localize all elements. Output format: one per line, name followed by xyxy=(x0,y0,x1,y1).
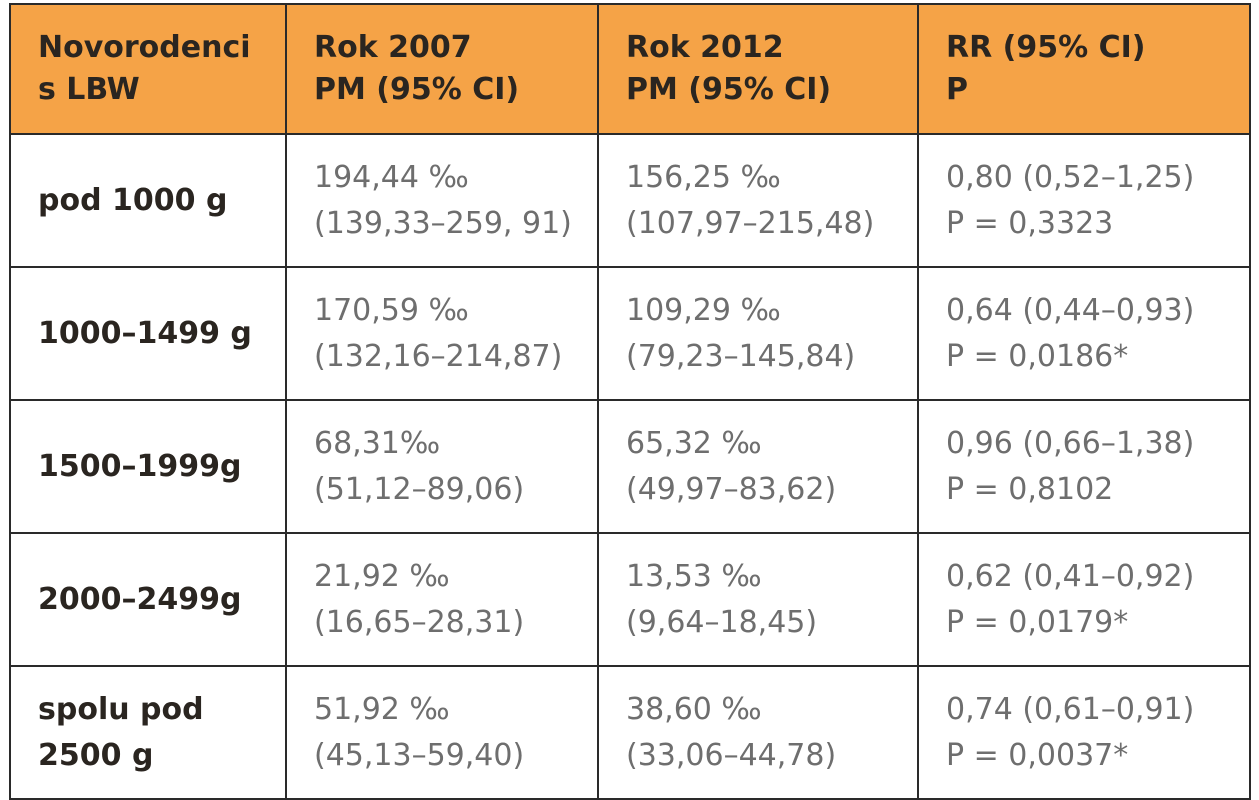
header-text: PM (95% CI) xyxy=(314,72,520,107)
row-label: 1000–1499 g xyxy=(38,315,252,351)
ci-value: (49,97–83,62) xyxy=(626,471,837,507)
ci-value: (33,06–44,78) xyxy=(626,737,837,773)
cell-2012: 156,25 ‰ (107,97–215,48) xyxy=(597,133,919,268)
header-text: P xyxy=(946,72,968,107)
pm-value: 109,29 ‰ xyxy=(626,292,781,328)
cell-2007: 51,92 ‰ (45,13–59,40) xyxy=(285,665,599,800)
cell-rr: 0,96 (0,66–1,38) P = 0,8102 xyxy=(917,399,1251,534)
ci-value: (9,64–18,45) xyxy=(626,604,818,640)
ci-value: (107,97–215,48) xyxy=(626,205,875,241)
header-cell-group: Novorodenci s LBW xyxy=(9,3,287,135)
cell-rr: 0,74 (0,61–0,91) P = 0,0037* xyxy=(917,665,1251,800)
cell-2007: 21,92 ‰ (16,65–28,31) xyxy=(285,532,599,667)
header-text: s LBW xyxy=(38,72,140,107)
cell-2012: 38,60 ‰ (33,06–44,78) xyxy=(597,665,919,800)
row-label-cell: 1500–1999g xyxy=(9,399,287,534)
row-label-cell: 1000–1499 g xyxy=(9,266,287,401)
pm-value: 21,92 ‰ xyxy=(314,558,450,594)
table-row: 1500–1999g 68,31‰ (51,12–89,06) 65,32 ‰ … xyxy=(9,399,1251,534)
pm-value: 13,53 ‰ xyxy=(626,558,762,594)
ci-value: (139,33–259, 91) xyxy=(314,205,572,241)
header-text: Rok 2012 xyxy=(626,30,784,65)
pm-value: 68,31‰ xyxy=(314,425,441,461)
p-value: P = 0,3323 xyxy=(946,205,1114,241)
ci-value: (16,65–28,31) xyxy=(314,604,525,640)
row-label: 1500–1999g xyxy=(38,448,242,484)
row-label: pod 1000 g xyxy=(38,182,228,218)
pm-value: 170,59 ‰ xyxy=(314,292,469,328)
ci-value: (79,23–145,84) xyxy=(626,338,856,374)
row-label: 2500 g xyxy=(38,737,154,773)
header-text: RR (95% CI) xyxy=(946,30,1146,65)
header-row: Novorodenci s LBW Rok 2007 PM (95% CI) R… xyxy=(9,3,1251,135)
header-cell-2007: Rok 2007 PM (95% CI) xyxy=(285,3,599,135)
header-text: Novorodenci xyxy=(38,30,251,65)
pm-value: 194,44 ‰ xyxy=(314,159,469,195)
table-row: pod 1000 g 194,44 ‰ (139,33–259, 91) 156… xyxy=(9,133,1251,268)
cell-2012: 13,53 ‰ (9,64–18,45) xyxy=(597,532,919,667)
cell-2007: 68,31‰ (51,12–89,06) xyxy=(285,399,599,534)
table-header: Novorodenci s LBW Rok 2007 PM (95% CI) R… xyxy=(9,3,1251,135)
header-cell-rr: RR (95% CI) P xyxy=(917,3,1251,135)
cell-2012: 109,29 ‰ (79,23–145,84) xyxy=(597,266,919,401)
row-label: 2000–2499g xyxy=(38,581,242,617)
header-text: PM (95% CI) xyxy=(626,72,832,107)
pm-value: 38,60 ‰ xyxy=(626,691,762,727)
header-cell-2012: Rok 2012 PM (95% CI) xyxy=(597,3,919,135)
cell-2012: 65,32 ‰ (49,97–83,62) xyxy=(597,399,919,534)
pm-value: 51,92 ‰ xyxy=(314,691,450,727)
p-value: P = 0,0186* xyxy=(946,338,1129,374)
ci-value: (132,16–214,87) xyxy=(314,338,563,374)
cell-rr: 0,80 (0,52–1,25) P = 0,3323 xyxy=(917,133,1251,268)
rr-value: 0,96 (0,66–1,38) xyxy=(946,425,1195,461)
cell-rr: 0,62 (0,41–0,92) P = 0,0179* xyxy=(917,532,1251,667)
table-row: spolu pod 2500 g 51,92 ‰ (45,13–59,40) 3… xyxy=(9,665,1251,800)
cell-2007: 170,59 ‰ (132,16–214,87) xyxy=(285,266,599,401)
ci-value: (51,12–89,06) xyxy=(314,471,525,507)
row-label: spolu pod xyxy=(38,691,204,727)
rr-value: 0,62 (0,41–0,92) xyxy=(946,558,1195,594)
p-value: P = 0,0037* xyxy=(946,737,1129,773)
row-label-cell: spolu pod 2500 g xyxy=(9,665,287,800)
rr-value: 0,64 (0,44–0,93) xyxy=(946,292,1195,328)
pm-value: 156,25 ‰ xyxy=(626,159,781,195)
p-value: P = 0,0179* xyxy=(946,604,1129,640)
ci-value: (45,13–59,40) xyxy=(314,737,525,773)
cell-2007: 194,44 ‰ (139,33–259, 91) xyxy=(285,133,599,268)
table-row: 1000–1499 g 170,59 ‰ (132,16–214,87) 109… xyxy=(9,266,1251,401)
cell-rr: 0,64 (0,44–0,93) P = 0,0186* xyxy=(917,266,1251,401)
p-value: P = 0,8102 xyxy=(946,471,1114,507)
pm-value: 65,32 ‰ xyxy=(626,425,762,461)
data-table: Novorodenci s LBW Rok 2007 PM (95% CI) R… xyxy=(9,3,1251,800)
row-label-cell: pod 1000 g xyxy=(9,133,287,268)
header-text: Rok 2007 xyxy=(314,30,472,65)
table-body: pod 1000 g 194,44 ‰ (139,33–259, 91) 156… xyxy=(9,133,1251,800)
rr-value: 0,80 (0,52–1,25) xyxy=(946,159,1195,195)
row-label-cell: 2000–2499g xyxy=(9,532,287,667)
rr-value: 0,74 (0,61–0,91) xyxy=(946,691,1195,727)
table-row: 2000–2499g 21,92 ‰ (16,65–28,31) 13,53 ‰… xyxy=(9,532,1251,667)
